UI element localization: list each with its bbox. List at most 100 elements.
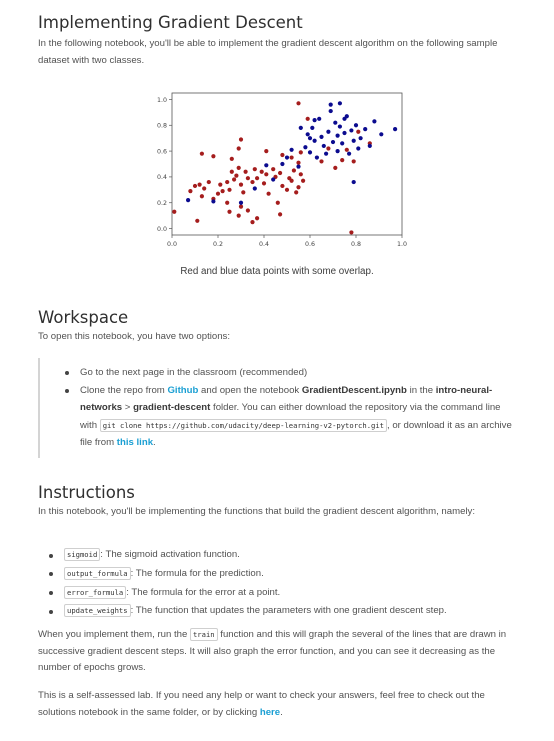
- red-data-point: [340, 158, 345, 163]
- red-data-point: [333, 165, 338, 170]
- instructions-text: In this notebook, you'll be implementing…: [38, 506, 476, 517]
- self-assessed-text: This is a self-assessed lab. If you need…: [38, 690, 485, 718]
- red-data-point: [172, 209, 177, 214]
- blue-data-point: [271, 177, 276, 182]
- y-tick-label: 0.4: [157, 174, 167, 181]
- blue-data-point: [393, 127, 398, 132]
- blue-data-point: [321, 143, 326, 149]
- train-text-1: When you implement them, run the: [38, 629, 190, 640]
- red-data-point: [351, 159, 356, 164]
- blue-data-point: [328, 108, 333, 114]
- blue-data-point: [324, 151, 329, 156]
- blue-data-point: [328, 102, 333, 107]
- blue-data-point: [307, 136, 313, 141]
- solutions-link[interactable]: here: [259, 706, 281, 718]
- function-item: error_formula: The formula for the error…: [38, 584, 516, 603]
- red-data-point: [243, 169, 248, 174]
- blue-data-point: [330, 139, 336, 145]
- workspace-heading: Workspace: [38, 308, 129, 327]
- blue-data-point: [264, 163, 269, 168]
- blue-data-point: [312, 138, 317, 143]
- blue-data-point: [289, 147, 294, 152]
- x-tick-label: 0.6: [305, 241, 315, 248]
- blue-data-point: [372, 119, 377, 124]
- github-link[interactable]: Github: [167, 384, 199, 396]
- x-axis-ticks: 0.0 0.2 0.4 0.6 0.8 1.0: [167, 235, 407, 248]
- blue-data-point: [312, 118, 317, 123]
- red-data-point: [195, 218, 200, 223]
- blue-data-point: [337, 101, 342, 106]
- blue-data-point: [252, 186, 257, 191]
- blue-data-point: [337, 124, 342, 129]
- blue-data-point: [356, 146, 361, 151]
- blue-data-point: [367, 143, 372, 149]
- page-title: Implementing Gradient Descent: [38, 13, 303, 32]
- red-data-point: [319, 159, 324, 164]
- y-tick-label: 0.2: [157, 200, 167, 207]
- blue-data-point: [296, 164, 301, 169]
- y-tick-label: 0.0: [157, 226, 167, 233]
- red-data-point: [188, 189, 193, 194]
- self-assessed-end: .: [280, 706, 283, 718]
- function-name: update_weights: [64, 604, 131, 618]
- y-tick-label: 0.6: [157, 148, 167, 155]
- y-tick-label: 0.8: [157, 123, 167, 130]
- train-paragraph: When you implement them, run the train f…: [38, 627, 516, 677]
- red-data-point: [284, 187, 290, 192]
- blue-data-point: [310, 125, 315, 130]
- red-data-point: [289, 155, 294, 160]
- red-data-point: [280, 152, 285, 158]
- red-data-point: [225, 200, 230, 205]
- blue-data-point: [342, 116, 347, 121]
- blue-data-point: [303, 145, 308, 150]
- blue-data-point: [280, 161, 285, 167]
- red-data-point: [250, 219, 255, 225]
- red-data-point: [241, 190, 246, 195]
- red-data-point: [296, 160, 301, 165]
- red-data-point: [234, 173, 239, 178]
- function-desc: : The formula for the error at a point.: [126, 586, 281, 598]
- folder-gradient-descent: gradient-descent: [133, 402, 211, 413]
- blue-data-point: [340, 141, 345, 146]
- x-tick-label: 0.4: [259, 241, 269, 248]
- archive-link[interactable]: this link: [116, 437, 154, 448]
- red-data-point: [294, 190, 299, 195]
- red-data-point: [202, 186, 207, 191]
- y-tick-label: 1.0: [157, 97, 167, 104]
- clone-text-4: folder. You can either download the repo…: [80, 402, 501, 431]
- red-data-point: [301, 178, 306, 183]
- red-data-point: [264, 172, 269, 177]
- clone-text-6: .: [153, 437, 156, 448]
- red-data-point: [206, 179, 211, 185]
- red-data-point: [266, 191, 271, 196]
- clone-text-3: in the: [406, 384, 436, 396]
- blue-data-point: [305, 132, 310, 137]
- function-desc: : The formula for the prediction.: [130, 567, 264, 579]
- function-desc: : The function that updates the paramete…: [130, 605, 447, 617]
- function-name: output_formula: [64, 566, 131, 580]
- path-separator: >: [122, 402, 134, 413]
- red-data-point: [278, 170, 283, 176]
- red-data-point: [238, 137, 244, 142]
- blue-data-point: [351, 179, 356, 185]
- clone-text-1: Clone the repo from: [80, 384, 168, 396]
- red-data-point: [261, 181, 267, 186]
- red-data-point: [199, 194, 204, 199]
- x-tick-label: 0.2: [213, 241, 223, 248]
- red-data-point: [296, 185, 301, 190]
- x-tick-label: 0.0: [167, 241, 177, 248]
- red-data-point: [236, 146, 241, 151]
- blue-data-point: [335, 133, 340, 138]
- blue-data-point: [335, 148, 340, 154]
- blue-data-point: [238, 200, 244, 205]
- red-data-point: [252, 167, 257, 172]
- notebook-filename: GradientDescent.ipynb: [301, 384, 407, 396]
- red-data-point: [298, 150, 303, 155]
- git-clone-command: git clone https://github.com/udacity/dee…: [99, 418, 388, 432]
- option-classroom: Go to the next page in the classroom (re…: [64, 364, 516, 382]
- red-data-point: [250, 179, 255, 185]
- red-data-point: [255, 216, 260, 221]
- red-data-point: [229, 169, 234, 174]
- red-data-point: [236, 213, 241, 218]
- blue-data-point: [358, 136, 363, 141]
